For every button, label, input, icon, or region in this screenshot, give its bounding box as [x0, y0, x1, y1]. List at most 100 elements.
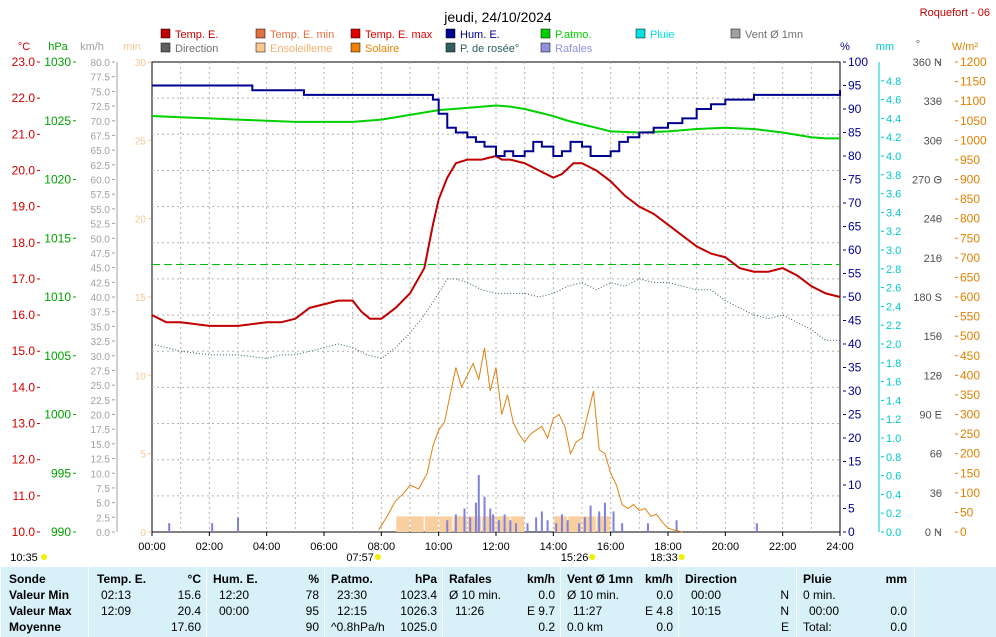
x-tick-label: 08:00	[368, 541, 396, 553]
sun-event-time: 07:57	[346, 552, 374, 564]
summary-col-temp: Temp. E. °C 02:13 15.6 12:09 20.4 17.60	[88, 567, 207, 637]
humidity-tick-label: 60	[848, 243, 862, 257]
pressure-tick-label: 990	[51, 525, 71, 539]
summary-value: 95	[305, 604, 319, 618]
wind-tick-label: 57.5	[91, 190, 111, 201]
wind-tick-label: 7.5	[96, 484, 110, 495]
solar-tick-label: 1100	[960, 94, 986, 108]
rain-tick-label: 3.4	[886, 207, 901, 219]
summary-time: 00:00	[691, 588, 722, 602]
pressure-tick-label: 1030	[44, 55, 71, 69]
sunshine-bar	[439, 516, 453, 532]
rain-tick-label: 3.6	[886, 189, 901, 201]
humidity-tick-label: 0	[848, 525, 855, 539]
rain-tick-label: 0.2	[886, 508, 901, 520]
solar-tick-label: 1200	[960, 55, 987, 69]
summary-time: 00:00	[809, 604, 840, 618]
rain-tick-label: 3.0	[886, 245, 901, 257]
summary-value: 0.0	[538, 588, 555, 602]
summary-col-rafales: Rafales km/h Ø 10 min. 0.0 11:26 E 9.7 0…	[442, 567, 561, 637]
summary-value: 0.0	[656, 620, 673, 634]
summary-table: Sonde Valeur Min Valeur Max Moyenne Temp…	[0, 567, 996, 637]
humidity-tick-label: 55	[848, 267, 862, 281]
rain-tick-label: 4.0	[886, 151, 901, 163]
wind-tick-label: 20.0	[91, 411, 111, 422]
legend-swatch	[255, 28, 266, 39]
x-tick-label: 10:00	[425, 541, 453, 553]
summary-value: 1023.4	[400, 588, 437, 602]
minutes-tick-label: 0	[140, 528, 146, 539]
temp-tick-label: 20.0	[12, 163, 36, 177]
summary-value: 1025.0	[400, 620, 437, 634]
summary-col-vent: Vent Ø 1mn km/h Ø 10 min. 0.0 11:27 E 4.…	[560, 567, 679, 637]
legend-label: P. de rosée°	[460, 43, 519, 55]
dewpoint-line	[151, 278, 840, 360]
rain-tick-label: 0.0	[886, 527, 901, 539]
solar-tick-label: 1050	[960, 114, 987, 128]
rain-tick-label: 2.0	[886, 339, 901, 351]
axis-unit-solar: W/m²	[952, 41, 979, 53]
sunshine-bar	[496, 516, 510, 532]
axis-unit-minutes: min	[123, 41, 141, 53]
sunshine-bar	[510, 516, 525, 532]
summary-col-patmo: P.atmo. hPa 23:30 1023.4 12:15 1026.3 ^0…	[324, 567, 443, 637]
solar-tick-label: 700	[960, 251, 980, 265]
direction-tick-label: 120	[924, 370, 942, 382]
sun-marker-icon	[678, 554, 685, 560]
humidity-line	[152, 84, 841, 157]
legend-label: Direction	[175, 43, 218, 55]
wind-tick-label: 60.0	[91, 176, 111, 187]
summary-unit-hum: %	[308, 572, 319, 586]
x-tick-label: 18:00	[654, 541, 682, 553]
legend-label: P.atmo.	[555, 29, 592, 41]
wind-tick-label: 47.5	[91, 249, 111, 260]
sun-event-time: 15:26	[561, 552, 589, 564]
legend-swatch	[635, 28, 646, 39]
axis-unit-direction: °	[916, 39, 920, 51]
pressure-tick-label: 1025	[44, 114, 71, 128]
direction-tick-label: 210	[924, 253, 942, 265]
minutes-tick-label: 10	[135, 371, 147, 382]
solar-tick-label: 650	[960, 270, 980, 284]
wind-tick-label: 77.5	[91, 73, 111, 84]
solar-tick-label: 0	[960, 525, 967, 539]
wind-tick-label: 12.5	[91, 455, 111, 466]
x-tick-label: 12:00	[482, 541, 510, 553]
temp-tick-label: 14.0	[12, 380, 36, 394]
summary-header-patmo: P.atmo.	[331, 572, 373, 586]
wind-tick-label: 32.5	[91, 337, 111, 348]
chart-title: jeudi, 24/10/2024	[443, 9, 552, 25]
sunshine-bar	[424, 516, 439, 532]
legend-label: Hum. E.	[460, 29, 500, 41]
station-name: Roquefort - 06	[920, 7, 990, 19]
wind-tick-label: 17.5	[91, 425, 111, 436]
axis-unit-temp: °C	[18, 41, 30, 53]
solar-tick-label: 250	[960, 427, 980, 441]
wind-tick-label: 67.5	[91, 131, 111, 142]
summary-time: 0.0 km	[567, 620, 604, 634]
summary-time: 02:13	[101, 588, 132, 602]
axis-unit-wind: km/h	[80, 41, 104, 53]
summary-row-label: Valeur Max	[9, 604, 72, 618]
summary-value: 17.60	[170, 620, 201, 634]
wind-tick-label: 30.0	[91, 352, 111, 363]
pressure-tick-label: 1005	[44, 349, 71, 363]
summary-value: 0.0	[890, 620, 907, 634]
temp-tick-label: 17.0	[12, 272, 36, 286]
summary-unit-rafales: km/h	[526, 572, 555, 586]
wind-tick-label: 45.0	[91, 264, 111, 275]
summary-value: N	[780, 588, 789, 602]
solar-tick-label: 900	[960, 173, 980, 187]
pressure-tick-label: 1020	[44, 173, 71, 187]
temperature-line	[151, 154, 841, 327]
summary-time: 11:26	[455, 604, 485, 618]
summary-time: Total:	[803, 620, 832, 634]
direction-tick-label: 90 E	[919, 410, 942, 422]
humidity-tick-label: 35	[848, 361, 862, 375]
summary-time: 0 min.	[803, 588, 836, 602]
direction-tick-label: 180 S	[913, 292, 942, 304]
sun-marker-icon	[41, 554, 47, 560]
legend-swatch	[730, 28, 741, 39]
wind-tick-label: 40.0	[91, 293, 111, 304]
direction-tick-label: 30	[930, 488, 942, 500]
